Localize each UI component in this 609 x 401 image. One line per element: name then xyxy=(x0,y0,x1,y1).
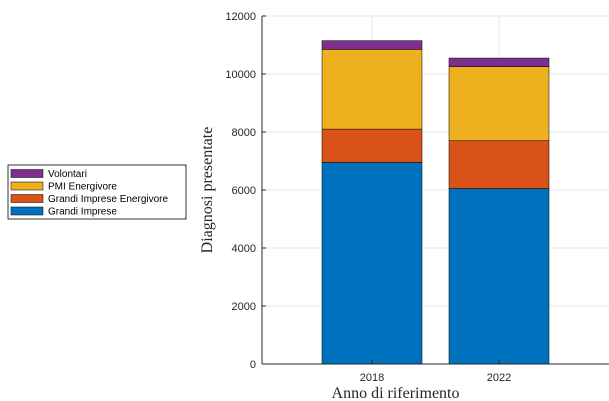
legend-label-grandi-imprese-energivore: Grandi Imprese Energivore xyxy=(48,194,168,205)
legend-swatch-grandi-imprese xyxy=(10,206,44,216)
legend-swatch-grandi-imprese-energivore xyxy=(10,194,44,203)
grid-lines xyxy=(262,15,609,365)
bar-2022-pmi-energivore xyxy=(448,66,550,141)
legend-label-pmi-energivore: PMI Energivore xyxy=(48,182,117,193)
y-tick-label-5: 10000 xyxy=(225,69,256,81)
tick-labels: 0 2000 4000 6000 8000 10000 12000 2018 2022 xyxy=(225,11,511,384)
bar-2018-grandi-imprese-energivore xyxy=(321,128,423,163)
y-tick-label-6: 12000 xyxy=(225,11,256,23)
bar-2018-grandi-imprese xyxy=(321,162,423,365)
legend-label-volontari: Volontari xyxy=(48,169,87,180)
x-tick-label-1: 2022 xyxy=(487,372,511,384)
bar-2022-grandi-imprese-energivore xyxy=(448,140,550,189)
y-tick-label-4: 8000 xyxy=(232,127,256,139)
bar-2022-grandi-imprese xyxy=(448,188,550,365)
x-axis-label: Anno di riferimento xyxy=(332,385,460,401)
y-tick-label-0: 0 xyxy=(250,359,256,371)
y-tick-label-2: 4000 xyxy=(232,243,256,255)
bars xyxy=(321,40,550,365)
legend-swatch-volontari xyxy=(10,169,44,178)
y-axis-label: Diagnosi presentate xyxy=(199,127,216,254)
x-tick-label-0: 2018 xyxy=(360,372,384,384)
legend-label-grandi-imprese: Grandi Imprese xyxy=(48,207,117,218)
y-tick-label-3: 6000 xyxy=(232,185,256,197)
y-tick-label-1: 2000 xyxy=(232,301,256,313)
legend-swatch-pmi-energivore xyxy=(10,181,44,191)
bar-2018-volontari xyxy=(321,40,423,50)
bar-2022-volontari xyxy=(448,57,550,67)
bar-2018-pmi-energivore xyxy=(321,49,423,130)
